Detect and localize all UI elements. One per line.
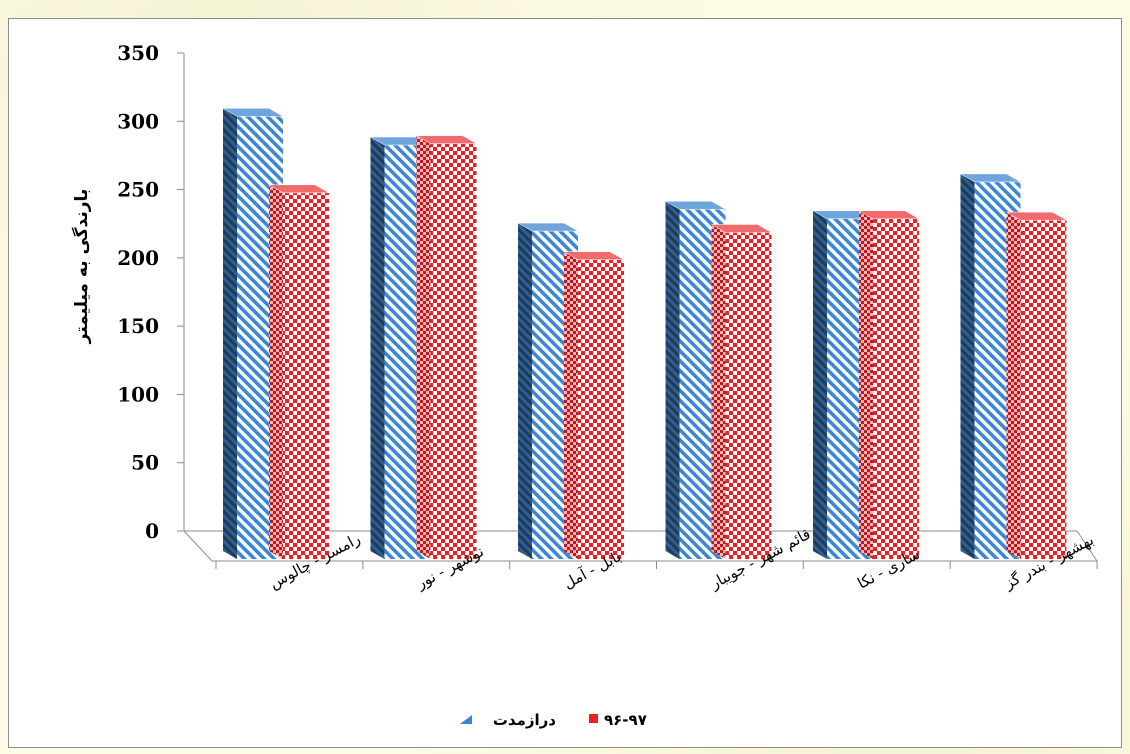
bar-current-3 <box>563 251 625 559</box>
legend-swatch-series-2 <box>589 714 598 723</box>
y-tick-label: 100 <box>117 382 159 406</box>
bar-current-5 <box>858 210 920 559</box>
bar-side <box>564 251 578 559</box>
bar-front <box>725 232 772 559</box>
bar-top <box>268 184 330 194</box>
legend: ۹۶-۹۷ درازمدت <box>460 711 647 729</box>
bar-side <box>665 201 680 559</box>
chart-frame: 0 50 100 150 200 250 300 350 رامسر - چالوس نوشهر… <box>8 18 1122 748</box>
bar-current-2 <box>415 135 478 559</box>
bars-layer <box>222 108 1068 560</box>
y-tick-label: 150 <box>117 314 159 338</box>
bar-front <box>873 218 919 559</box>
y-tick-label: 50 <box>131 451 159 475</box>
bar-top <box>1005 211 1068 221</box>
bar-front <box>1020 220 1067 559</box>
y-tick-label: 300 <box>117 109 159 133</box>
bar-side <box>1006 212 1021 559</box>
legend-label-series-1: درازمدت <box>493 711 556 729</box>
bar-current-4 <box>710 224 773 559</box>
bar-side <box>518 223 532 559</box>
bar-side <box>269 184 283 559</box>
bar-current-6 <box>1005 211 1068 559</box>
bar-front <box>430 143 477 559</box>
bar-top <box>415 135 478 144</box>
bar-side <box>859 210 873 559</box>
y-tick-label: 0 <box>145 519 159 543</box>
bar-side <box>223 108 237 560</box>
bar-side <box>960 173 975 559</box>
bar-current-1 <box>268 184 330 559</box>
bar-top <box>222 108 284 117</box>
bar-top <box>959 173 1022 183</box>
legend-swatch-series-1 <box>460 715 472 724</box>
bar-front <box>283 192 329 559</box>
bar-side <box>813 210 827 559</box>
bar-side <box>711 224 726 559</box>
y-axis: 0 50 100 150 200 250 300 350 <box>117 41 1098 569</box>
bar-side <box>416 135 431 559</box>
bar-top <box>563 251 625 261</box>
legend-label-series-2: ۹۶-۹۷ <box>604 711 647 729</box>
bar-top <box>858 210 920 220</box>
y-tick-label: 200 <box>117 246 159 270</box>
bar-top <box>710 224 773 233</box>
y-tick-label: 250 <box>117 178 159 202</box>
bar-top <box>664 200 727 210</box>
y-axis-label: بارندگی به میلیمتر <box>71 189 92 345</box>
bar-top <box>517 222 579 232</box>
y-tick-label: 350 <box>117 41 159 65</box>
bar-front <box>578 259 624 559</box>
bar-side <box>370 137 385 559</box>
